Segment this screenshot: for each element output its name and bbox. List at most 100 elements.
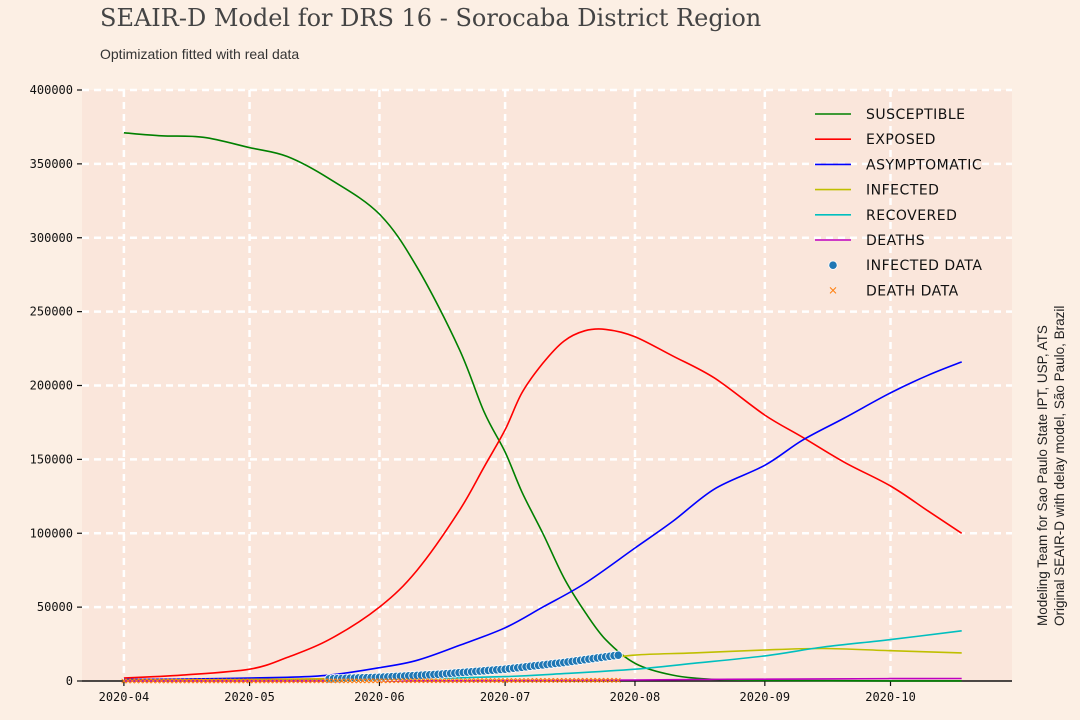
legend-label: EXPOSED [866,132,936,148]
death-data-point [138,678,144,684]
death-data-point [192,678,198,684]
death-data-point [557,677,563,683]
y-tick-label: 150000 [30,452,73,466]
death-data-point [209,678,215,684]
death-data-point [272,678,278,684]
death-data-point [410,678,416,684]
death-data-point [456,678,462,684]
x-tick-label: 2020-08 [610,690,661,704]
death-data-point [196,678,202,684]
death-data-point [611,677,617,683]
death-data-point [573,677,579,683]
death-data-point [477,678,483,684]
death-data-point [469,678,475,684]
death-data-point [351,678,357,684]
death-data-point [519,677,525,684]
legend-label: DEATHS [866,233,925,249]
death-data-point [393,678,399,684]
x-tick-label: 2020-06 [354,690,405,704]
death-data-point [540,677,546,684]
death-data-point [230,678,236,684]
death-data-point [531,677,537,684]
death-data-point [339,678,345,684]
legend: SUSCEPTIBLE EXPOSED ASYMPTOMATIC INFECTED RE… [815,107,982,299]
death-data-point [435,678,441,684]
y-tick-label: 300000 [30,231,73,245]
legend-item-exposed: EXPOSED [815,132,936,148]
death-data-point [586,677,592,683]
death-data-point [146,678,152,684]
death-data-point [414,678,420,684]
legend-item-susceptible: SUSCEPTIBLE [815,107,965,123]
death-data-point [439,678,445,684]
death-data-point [523,677,529,684]
death-data-point [301,678,307,684]
death-data-point [167,678,173,684]
death-data-point [607,677,613,683]
death-data-point [159,678,165,684]
legend-label: INFECTED [866,183,939,199]
death-data-point [565,677,571,683]
death-data-point [309,678,315,684]
death-data-point [247,678,253,684]
death-data-point [276,678,282,684]
death-data-point [397,678,403,684]
death-data-point [448,678,454,684]
death-data-point [598,677,605,683]
death-data-point [360,678,366,684]
death-data-point [406,678,412,684]
death-data-point [322,678,328,684]
y-tick-label: 400000 [30,83,73,97]
death-data-point [226,678,232,684]
x-tick-label: 2020-07 [480,690,531,704]
death-data-point [125,678,131,684]
death-data-point [552,677,558,683]
death-data-point [347,678,353,684]
death-data-point [569,677,575,683]
death-data-point [288,678,295,684]
legend-item-deaths: DEATHS [815,233,925,249]
death-data-point [364,678,370,684]
death-data-point [385,678,391,684]
legend-item-asymptomatic: ASYMPTOMATIC [815,157,982,173]
legend-item-infected-data: INFECTED DATA [828,258,982,274]
y-tick-label: 350000 [30,157,73,171]
death-data-point [259,678,265,684]
death-data-point [402,678,408,684]
death-data-point [330,678,336,684]
death-data-point [372,678,378,684]
infected-data-point [613,650,623,660]
death-data-point [481,678,487,684]
death-data-point [179,678,186,684]
legend-label: DEATH DATA [866,283,959,299]
death-data-point [561,677,567,683]
death-data-point [515,677,521,684]
death-data-point [536,677,542,684]
death-data-point [603,677,609,683]
death-data-point [498,678,504,684]
death-data-point [318,678,324,684]
death-data-point [326,678,332,684]
death-data-point [464,678,470,684]
death-data-point [443,678,450,684]
death-data-point [129,678,135,684]
grid [82,88,1012,681]
death-data-point [175,678,181,684]
death-data-point [427,678,433,684]
death-data-point [452,678,458,684]
death-data-point [422,678,429,684]
y-tick-label: 0 [66,674,73,688]
legend-swatch [828,260,838,270]
death-data-point [263,678,269,684]
death-data-point [381,678,387,684]
death-data-point [334,678,341,684]
death-data-point [485,678,491,684]
series-infected-data [324,650,623,684]
death-data-point [548,677,554,683]
series-layer [121,132,963,684]
legend-label: RECOVERED [866,208,957,224]
death-data-point [205,678,211,684]
death-data-point [121,678,127,684]
death-data-point [221,678,227,684]
death-data-point [544,677,550,684]
